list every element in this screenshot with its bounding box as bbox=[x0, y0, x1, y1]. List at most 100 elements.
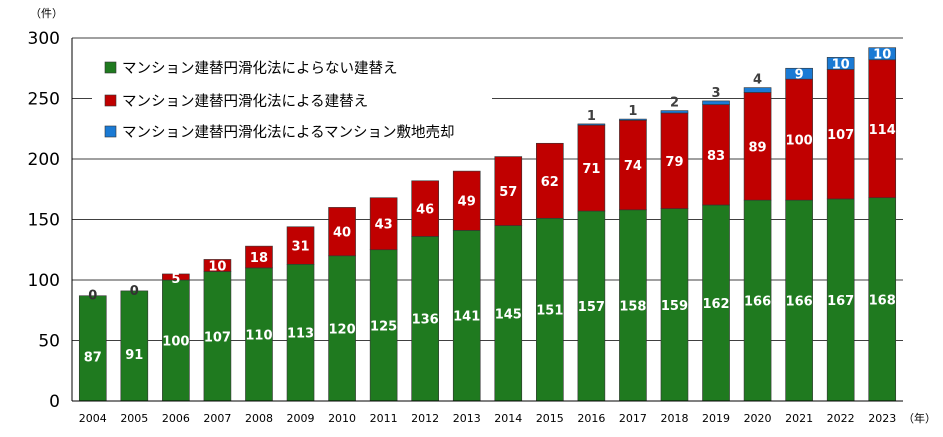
legend-swatch bbox=[104, 61, 117, 74]
x-tick-label: 2013 bbox=[453, 412, 481, 425]
bar-segment-site-sale bbox=[660, 110, 689, 114]
bar-segment-act-rebuild bbox=[328, 207, 356, 257]
x-tick-label: 2006 bbox=[162, 412, 190, 425]
y-tick-label: 0 bbox=[49, 392, 60, 412]
data-label: 151 bbox=[536, 304, 563, 319]
bar-segment-act-rebuild bbox=[868, 59, 897, 199]
x-tick-label: 2012 bbox=[411, 412, 439, 425]
x-axis-unit-label: （年） bbox=[903, 411, 936, 425]
bar-segment-no-act-rebuild bbox=[660, 208, 689, 402]
bar-segment-no-act-rebuild bbox=[328, 255, 356, 402]
data-label: 46 bbox=[416, 203, 434, 218]
bar-segment-no-act-rebuild bbox=[868, 197, 897, 402]
bar-segment-no-act-rebuild bbox=[411, 236, 439, 402]
bar-segment-no-act-rebuild bbox=[702, 204, 730, 402]
data-label: 157 bbox=[578, 300, 605, 315]
data-label: 1 bbox=[628, 104, 637, 119]
bar-segment-no-act-rebuild bbox=[162, 279, 190, 402]
x-tick-label: 2007 bbox=[203, 412, 231, 425]
x-tick-label: 2011 bbox=[370, 412, 398, 425]
x-tick-label: 2014 bbox=[494, 412, 522, 425]
data-label: 113 bbox=[287, 327, 314, 342]
y-axis-unit-label: （件） bbox=[30, 7, 63, 20]
data-label: 9 bbox=[795, 68, 804, 83]
bar-segment-no-act-rebuild bbox=[536, 217, 564, 402]
x-tick-label: 2008 bbox=[245, 412, 273, 425]
data-label: 0 bbox=[88, 289, 97, 304]
data-label: 166 bbox=[744, 295, 771, 310]
bar-segment-act-rebuild bbox=[245, 245, 273, 269]
data-label: 110 bbox=[245, 328, 272, 343]
legend-swatch bbox=[104, 125, 117, 138]
data-label: 4 bbox=[753, 73, 762, 88]
x-tick-label: 2022 bbox=[827, 412, 855, 425]
bar-segment-act-rebuild bbox=[369, 197, 398, 251]
bar-segment-site-sale bbox=[826, 57, 855, 70]
bar-segment-no-act-rebuild bbox=[452, 230, 481, 402]
data-label: 100 bbox=[786, 134, 813, 149]
legend-swatch bbox=[104, 94, 117, 107]
y-tick-label: 200 bbox=[28, 150, 60, 170]
data-label: 162 bbox=[702, 297, 729, 312]
data-label: 62 bbox=[541, 175, 559, 190]
bar-segment-no-act-rebuild bbox=[245, 267, 273, 402]
data-label: 49 bbox=[458, 195, 476, 210]
x-axis: 2004 2005 2006 2007 2008 2009 2010 2011 2012 2013… bbox=[72, 400, 903, 425]
data-label: 158 bbox=[619, 299, 646, 314]
x-tick-label: 2009 bbox=[287, 412, 315, 425]
bar-segment-site-sale bbox=[743, 87, 772, 93]
data-label: 40 bbox=[333, 226, 351, 241]
data-label: 166 bbox=[786, 295, 813, 310]
data-label: 5 bbox=[171, 272, 180, 287]
data-label: 18 bbox=[250, 251, 268, 266]
data-label: 89 bbox=[749, 140, 767, 155]
data-label: 1 bbox=[587, 109, 596, 124]
data-label: 145 bbox=[495, 307, 522, 322]
data-label: 107 bbox=[827, 128, 854, 143]
bar-segment-site-sale bbox=[577, 123, 606, 126]
bar-segment-act-rebuild bbox=[162, 273, 190, 281]
y-axis: 0 50 100 150 200 250 300 bbox=[28, 29, 73, 412]
bar-segment-site-sale bbox=[868, 47, 897, 61]
bar-segment-act-rebuild bbox=[536, 142, 564, 219]
bar-segment-act-rebuild bbox=[286, 226, 315, 265]
data-label: 100 bbox=[162, 335, 189, 350]
y-tick-label: 150 bbox=[28, 211, 60, 231]
data-label: 10 bbox=[208, 259, 226, 274]
data-label: 83 bbox=[707, 149, 725, 164]
bar-segment-act-rebuild bbox=[826, 69, 855, 200]
bar-segment-act-rebuild bbox=[619, 119, 647, 211]
x-tick-label: 2010 bbox=[328, 412, 356, 425]
bar-segment-act-rebuild bbox=[452, 170, 481, 231]
data-label: 10 bbox=[873, 48, 891, 63]
bar-segment-site-sale bbox=[619, 118, 647, 121]
x-tick-label: 2023 bbox=[868, 412, 896, 425]
bar-segment-act-rebuild bbox=[411, 180, 439, 237]
bar-segment-no-act-rebuild bbox=[619, 209, 647, 402]
bar-segment-site-sale bbox=[702, 100, 730, 105]
legend-background bbox=[92, 50, 492, 148]
legend: マンション建替円滑化法によらない建替えマンション建替円滑化法による建替えマンショ… bbox=[92, 50, 492, 148]
data-label: 136 bbox=[412, 313, 439, 328]
x-tick-label: 2016 bbox=[577, 412, 605, 425]
data-label: 74 bbox=[624, 159, 642, 174]
x-tick-label: 2020 bbox=[744, 412, 772, 425]
data-label: 0 bbox=[130, 284, 139, 299]
data-label: 3 bbox=[712, 86, 721, 101]
bar-segment-no-act-rebuild bbox=[785, 199, 813, 402]
data-label: 91 bbox=[125, 348, 143, 363]
data-label: 141 bbox=[453, 310, 480, 325]
y-tick-label: 100 bbox=[28, 271, 60, 291]
data-label: 114 bbox=[869, 123, 896, 138]
data-label: 125 bbox=[370, 319, 397, 334]
data-label: 87 bbox=[84, 350, 102, 365]
y-tick-label: 250 bbox=[28, 90, 60, 110]
bar-segment-no-act-rebuild bbox=[203, 271, 232, 402]
data-label: 71 bbox=[582, 162, 600, 177]
legend-entry: マンション建替円滑化法によるマンション敷地売却 bbox=[122, 124, 454, 141]
x-tick-label: 2004 bbox=[79, 412, 107, 425]
data-labels: 8709101005107101101811331120401254313646… bbox=[84, 48, 896, 366]
bar-segment-no-act-rebuild bbox=[120, 290, 149, 402]
bar-segment-site-sale bbox=[785, 67, 813, 80]
